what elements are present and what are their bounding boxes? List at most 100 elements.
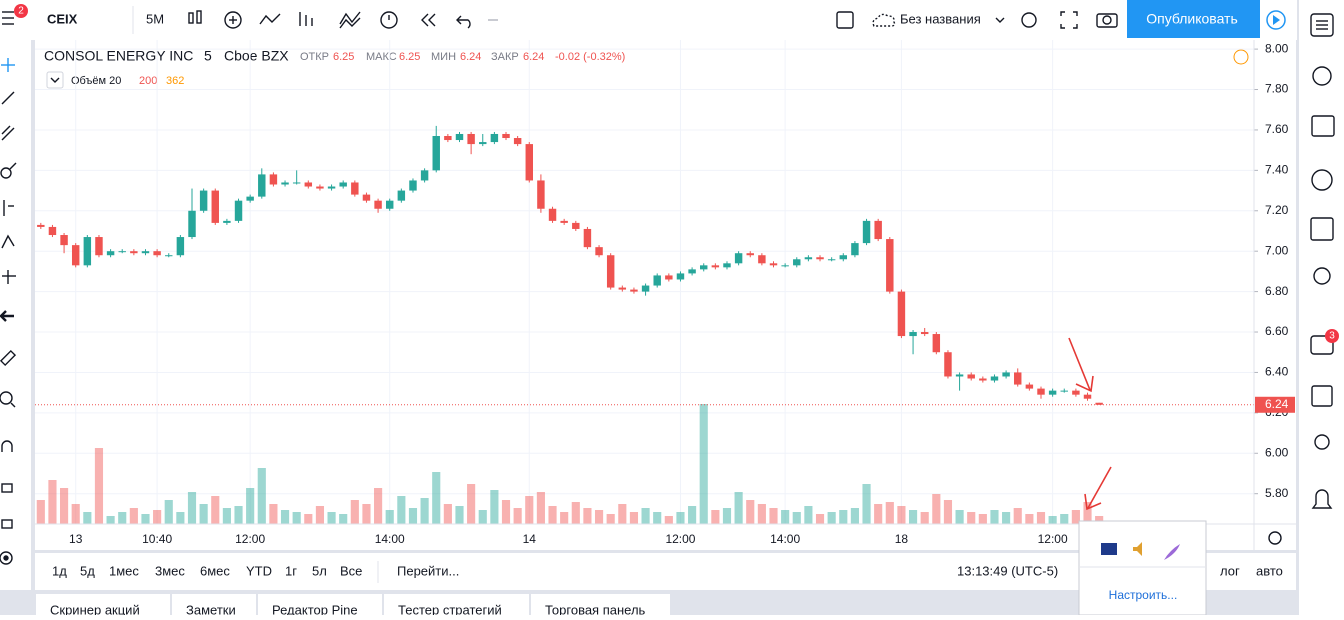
ohlc-value: 6.24 bbox=[460, 51, 481, 63]
volume-bar bbox=[211, 496, 220, 524]
ohlc-value: 6.25 bbox=[399, 51, 420, 63]
volume-bar bbox=[199, 504, 208, 524]
tab[interactable] bbox=[172, 594, 256, 615]
alert-icon[interactable] bbox=[1233, 49, 1249, 65]
range-button[interactable]: 5д bbox=[80, 563, 95, 578]
log-toggle[interactable]: лог bbox=[1220, 563, 1240, 578]
candle-body bbox=[537, 180, 545, 209]
candle-body bbox=[490, 133, 499, 143]
range-button[interactable]: 1д bbox=[52, 563, 67, 578]
tab-label[interactable]: Скринер акций bbox=[50, 602, 140, 617]
y-tick-label: 7.20 bbox=[1265, 203, 1289, 217]
ohlc-label: МИН bbox=[431, 51, 456, 63]
candle-body bbox=[548, 208, 557, 221]
volume-bar bbox=[339, 514, 348, 524]
volume-ma: 362 bbox=[166, 75, 184, 87]
volume-bar bbox=[1060, 514, 1069, 524]
tab-label[interactable]: Тестер стратегий bbox=[398, 602, 502, 617]
candle-body bbox=[223, 220, 231, 223]
tab[interactable] bbox=[258, 594, 382, 615]
volume-bar bbox=[792, 512, 801, 524]
volume-bar bbox=[769, 508, 778, 524]
candle-body bbox=[234, 200, 243, 221]
sidebar-icons[interactable] bbox=[1310, 13, 1335, 509]
range-button[interactable]: Все bbox=[340, 563, 362, 578]
layout-icon[interactable] bbox=[836, 11, 854, 29]
tab-label[interactable]: Заметки bbox=[186, 602, 236, 617]
volume-bar bbox=[222, 508, 231, 524]
candle-body bbox=[106, 251, 115, 256]
volume-bar bbox=[746, 500, 755, 524]
candle-body bbox=[83, 237, 92, 266]
top-toolbar bbox=[0, 0, 1297, 40]
candle-body bbox=[351, 182, 359, 195]
ohlc-label: ЗАКР bbox=[491, 51, 519, 63]
volume-bar bbox=[478, 510, 487, 524]
range-button[interactable]: 5л bbox=[312, 563, 327, 578]
volume-bar bbox=[106, 516, 115, 524]
candle-body bbox=[653, 275, 661, 286]
configure-link[interactable]: Настроить... bbox=[1109, 588, 1178, 602]
tray-icon[interactable] bbox=[1133, 542, 1142, 556]
volume-bar bbox=[1013, 508, 1022, 524]
candle-body bbox=[1014, 372, 1022, 385]
tab[interactable] bbox=[36, 594, 170, 615]
collapse-button[interactable] bbox=[46, 71, 64, 89]
settings-icon[interactable] bbox=[1021, 12, 1037, 28]
range-button[interactable]: 1мес bbox=[109, 563, 139, 578]
volume-bar bbox=[467, 484, 476, 524]
volume-bar bbox=[1095, 516, 1104, 524]
candle-body bbox=[851, 243, 859, 256]
candle-body bbox=[199, 190, 208, 211]
volume-bar bbox=[850, 508, 859, 524]
annotation-arrows bbox=[1068, 337, 1112, 511]
tools-icons[interactable] bbox=[188, 10, 498, 29]
interval[interactable]: 5M bbox=[146, 11, 164, 26]
candle-body bbox=[595, 247, 603, 256]
range-button[interactable]: 6мес bbox=[200, 563, 230, 578]
candle-body bbox=[886, 239, 894, 292]
range-button[interactable]: 3мес bbox=[155, 563, 185, 578]
volume-bar bbox=[978, 514, 987, 524]
tray-icon[interactable] bbox=[1164, 544, 1180, 560]
candle-body bbox=[839, 255, 848, 260]
symbol[interactable]: CEIX bbox=[47, 11, 78, 26]
tab[interactable] bbox=[384, 594, 529, 615]
range-button[interactable]: YTD bbox=[246, 563, 272, 578]
candle-body bbox=[641, 285, 650, 292]
goto-date[interactable]: Перейти... bbox=[397, 563, 459, 578]
candle-body bbox=[141, 251, 150, 254]
range-button[interactable]: 1г bbox=[285, 563, 297, 578]
candle-body bbox=[409, 180, 417, 191]
candle-body bbox=[1002, 372, 1010, 377]
tab[interactable] bbox=[531, 594, 670, 615]
replay-icon[interactable] bbox=[1266, 10, 1286, 30]
tray-icon[interactable] bbox=[1101, 543, 1117, 555]
volume-bar bbox=[815, 514, 825, 524]
snapshot-icon[interactable] bbox=[1096, 13, 1118, 28]
axis-settings[interactable] bbox=[1268, 531, 1282, 545]
candle-body bbox=[444, 136, 452, 141]
tab-label[interactable]: Редактор Pine bbox=[272, 602, 358, 617]
publish-label[interactable]: Опубликовать bbox=[1146, 11, 1238, 27]
volume-bar bbox=[374, 488, 383, 524]
y-tick-label: 6.40 bbox=[1265, 365, 1289, 379]
drawing-tools[interactable] bbox=[0, 58, 17, 565]
volume-bar bbox=[455, 506, 464, 524]
volume-bar bbox=[955, 510, 964, 524]
legend-interval: 5 bbox=[204, 48, 212, 64]
publish-button[interactable] bbox=[1127, 0, 1260, 38]
candle-body bbox=[758, 255, 766, 264]
layout-name[interactable]: Без названия bbox=[900, 11, 981, 26]
menu-icon[interactable] bbox=[2, 11, 14, 25]
fullscreen-icon[interactable] bbox=[1060, 11, 1078, 29]
candle-body bbox=[816, 257, 824, 260]
x-tick-label: 13 bbox=[69, 532, 83, 546]
clock: 13:13:49 (UTC-5) bbox=[957, 563, 1058, 578]
candle-body bbox=[479, 142, 487, 145]
tab-label[interactable]: Торговая панель bbox=[545, 602, 646, 617]
auto-toggle[interactable]: авто bbox=[1256, 563, 1283, 578]
volume-value: 200 bbox=[139, 75, 157, 87]
candle-body bbox=[606, 255, 615, 288]
dropdown-arrow[interactable] bbox=[995, 17, 1005, 23]
